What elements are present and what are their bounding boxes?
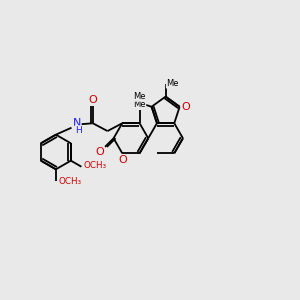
Text: H: H	[75, 126, 82, 135]
Text: OCH₃: OCH₃	[84, 161, 107, 170]
Text: Me: Me	[166, 79, 179, 88]
Text: O: O	[181, 102, 190, 112]
Text: Me: Me	[133, 100, 146, 109]
Text: Me: Me	[133, 92, 146, 101]
Text: O: O	[96, 147, 104, 157]
Text: O: O	[118, 155, 127, 165]
Text: O: O	[88, 95, 97, 105]
Text: OCH₃: OCH₃	[58, 177, 81, 186]
Text: N: N	[73, 118, 81, 128]
